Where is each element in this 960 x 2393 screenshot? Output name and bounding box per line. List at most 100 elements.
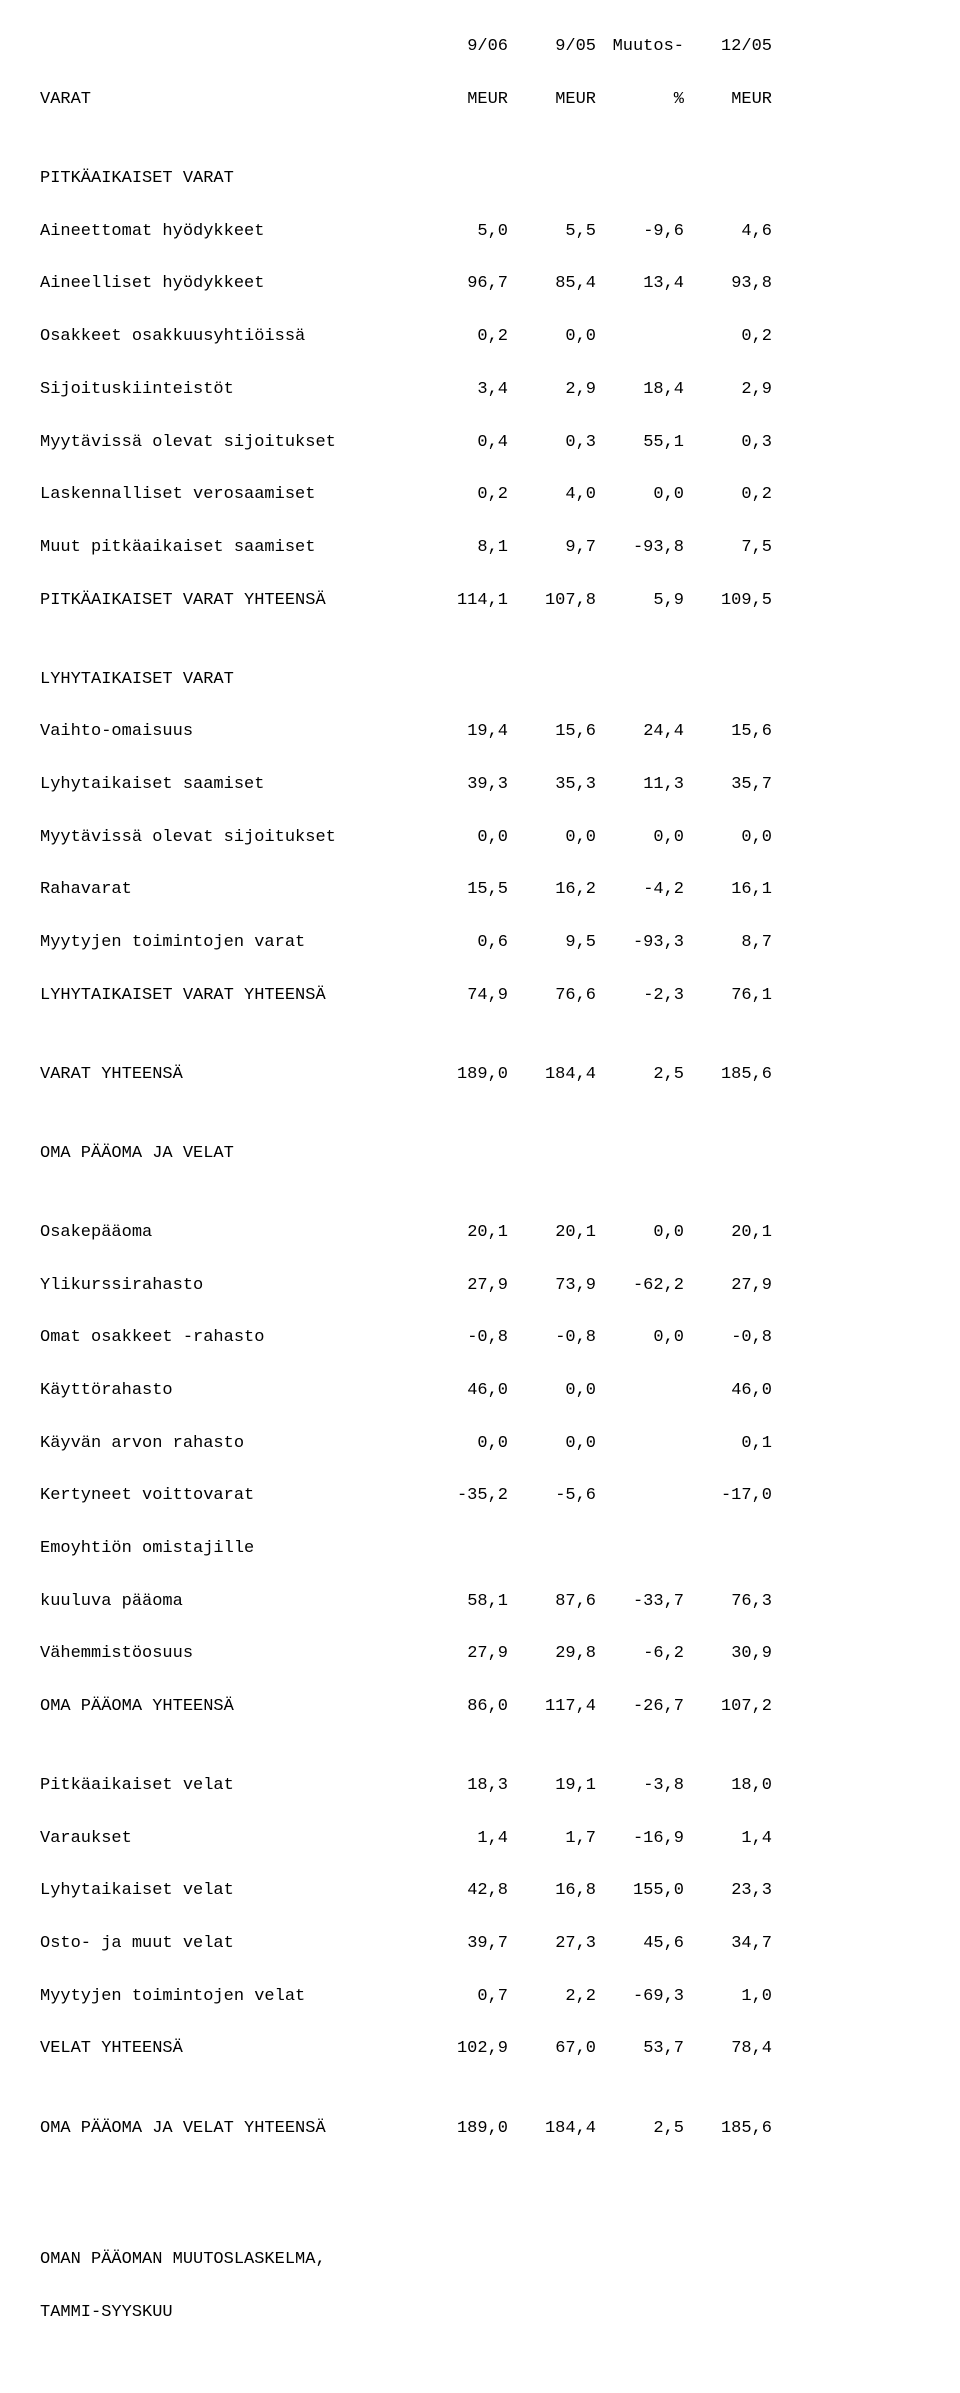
cell: 1,4 bbox=[420, 1826, 508, 1852]
table-row: Käyttörahasto46,00,046,0 bbox=[40, 1378, 920, 1404]
col-header: MEUR bbox=[420, 87, 508, 113]
cell: 0,0 bbox=[596, 1220, 684, 1246]
cell: 76,1 bbox=[684, 983, 772, 1009]
cell bbox=[596, 1483, 684, 1509]
cell: 102,9 bbox=[420, 2036, 508, 2062]
cell: 3,4 bbox=[420, 377, 508, 403]
cell: 87,6 bbox=[508, 1589, 596, 1615]
row-label: Aineettomat hyödykkeet bbox=[40, 219, 420, 245]
cell: -0,8 bbox=[508, 1325, 596, 1351]
cell: 76,3 bbox=[684, 1589, 772, 1615]
cell bbox=[596, 1378, 684, 1404]
row-label: OMA PÄÄOMA YHTEENSÄ bbox=[40, 1694, 420, 1720]
row-label: PITKÄAIKAISET VARAT YHTEENSÄ bbox=[40, 588, 420, 614]
section-title-text: LYHYTAIKAISET VARAT bbox=[40, 667, 420, 693]
table-row: PITKÄAIKAISET VARAT YHTEENSÄ114,1107,85,… bbox=[40, 588, 920, 614]
cell: 1,7 bbox=[508, 1826, 596, 1852]
cell: 27,9 bbox=[420, 1641, 508, 1667]
cell: -0,8 bbox=[684, 1325, 772, 1351]
row-label: Laskennalliset verosaamiset bbox=[40, 482, 420, 508]
cell: 39,7 bbox=[420, 1931, 508, 1957]
table-row: Osakkeet osakkuusyhtiöissä0,20,00,2 bbox=[40, 324, 920, 350]
row-label: Emoyhtiön omistajille bbox=[40, 1536, 420, 1562]
table-row: VELAT YHTEENSÄ102,967,053,778,4 bbox=[40, 2036, 920, 2062]
footer-line: TAMMI-SYYSKUU bbox=[40, 2300, 920, 2326]
col-header: MEUR bbox=[508, 87, 596, 113]
col-header: 9/05 bbox=[508, 34, 596, 60]
cell: 2,5 bbox=[596, 2116, 684, 2142]
cell: 0,0 bbox=[596, 1325, 684, 1351]
cell: 15,6 bbox=[684, 719, 772, 745]
cell: 35,7 bbox=[684, 772, 772, 798]
row-label: Myytävissä olevat sijoitukset bbox=[40, 825, 420, 851]
cell: 0,3 bbox=[508, 430, 596, 456]
cell: 19,1 bbox=[508, 1773, 596, 1799]
section-title: LYHYTAIKAISET VARAT bbox=[40, 667, 920, 693]
table-row: VARAT YHTEENSÄ189,0184,42,5185,6 bbox=[40, 1062, 920, 1088]
cell: 0,0 bbox=[508, 1431, 596, 1457]
cell: 35,3 bbox=[508, 772, 596, 798]
table-row: Osakepääoma20,120,10,020,1 bbox=[40, 1220, 920, 1246]
cell: 189,0 bbox=[420, 1062, 508, 1088]
cell: -5,6 bbox=[508, 1483, 596, 1509]
cell: 74,9 bbox=[420, 983, 508, 1009]
cell: 67,0 bbox=[508, 2036, 596, 2062]
row-label: Sijoituskiinteistöt bbox=[40, 377, 420, 403]
cell: -26,7 bbox=[596, 1694, 684, 1720]
cell: 78,4 bbox=[684, 2036, 772, 2062]
footer-line: OMAN PÄÄOMAN MUUTOSLASKELMA, bbox=[40, 2247, 920, 2273]
row-label: Myytyjen toimintojen velat bbox=[40, 1984, 420, 2010]
balance-sheet-page: 9/069/05Muutos-12/05 VARATMEURMEUR%MEUR … bbox=[0, 0, 960, 2393]
table-row: Myytyjen toimintojen velat0,72,2-69,31,0 bbox=[40, 1984, 920, 2010]
footer-text: TAMMI-SYYSKUU bbox=[40, 2300, 420, 2326]
cell: 76,6 bbox=[508, 983, 596, 1009]
cell: 27,9 bbox=[420, 1273, 508, 1299]
row-label: Käyvän arvon rahasto bbox=[40, 1431, 420, 1457]
cell: 27,9 bbox=[684, 1273, 772, 1299]
table-row: kuuluva pääoma58,187,6-33,776,3 bbox=[40, 1589, 920, 1615]
cell: 107,8 bbox=[508, 588, 596, 614]
cell: 117,4 bbox=[508, 1694, 596, 1720]
table-row: Rahavarat15,516,2-4,216,1 bbox=[40, 877, 920, 903]
table-row: Myytävissä olevat sijoitukset0,40,355,10… bbox=[40, 430, 920, 456]
cell: 1,4 bbox=[684, 1826, 772, 1852]
table-row: Aineelliset hyödykkeet96,785,413,493,8 bbox=[40, 271, 920, 297]
cell: 45,6 bbox=[596, 1931, 684, 1957]
cell: -93,3 bbox=[596, 930, 684, 956]
cell: 16,2 bbox=[508, 877, 596, 903]
cell: 0,0 bbox=[508, 324, 596, 350]
row-label: Muut pitkäaikaiset saamiset bbox=[40, 535, 420, 561]
cell: -62,2 bbox=[596, 1273, 684, 1299]
row-label: VARAT YHTEENSÄ bbox=[40, 1062, 420, 1088]
row-label: Aineelliset hyödykkeet bbox=[40, 271, 420, 297]
cell: 0,2 bbox=[684, 482, 772, 508]
cell: 107,2 bbox=[684, 1694, 772, 1720]
cell: 0,1 bbox=[684, 1431, 772, 1457]
cell: -93,8 bbox=[596, 535, 684, 561]
section-title-text: OMA PÄÄOMA JA VELAT bbox=[40, 1141, 420, 1167]
cell: 185,6 bbox=[684, 2116, 772, 2142]
cell: 30,9 bbox=[684, 1641, 772, 1667]
row-label: Osto- ja muut velat bbox=[40, 1931, 420, 1957]
cell: 46,0 bbox=[420, 1378, 508, 1404]
header-label: VARAT bbox=[40, 87, 420, 113]
cell: -16,9 bbox=[596, 1826, 684, 1852]
row-label: Omat osakkeet -rahasto bbox=[40, 1325, 420, 1351]
row-label: Pitkäaikaiset velat bbox=[40, 1773, 420, 1799]
cell: 27,3 bbox=[508, 1931, 596, 1957]
cell: 184,4 bbox=[508, 1062, 596, 1088]
cell: -17,0 bbox=[684, 1483, 772, 1509]
cell: 155,0 bbox=[596, 1878, 684, 1904]
cell: 16,1 bbox=[684, 877, 772, 903]
table-row: Pitkäaikaiset velat18,319,1-3,818,0 bbox=[40, 1773, 920, 1799]
cell: 4,0 bbox=[508, 482, 596, 508]
row-label: Rahavarat bbox=[40, 877, 420, 903]
cell: 1,0 bbox=[684, 1984, 772, 2010]
cell: 114,1 bbox=[420, 588, 508, 614]
section-title-text: PITKÄAIKAISET VARAT bbox=[40, 166, 420, 192]
cell: 86,0 bbox=[420, 1694, 508, 1720]
table-row: OMA PÄÄOMA YHTEENSÄ86,0117,4-26,7107,2 bbox=[40, 1694, 920, 1720]
table-row: Sijoituskiinteistöt3,42,918,42,9 bbox=[40, 377, 920, 403]
table-row: Käyvän arvon rahasto0,00,00,1 bbox=[40, 1431, 920, 1457]
cell: 18,4 bbox=[596, 377, 684, 403]
